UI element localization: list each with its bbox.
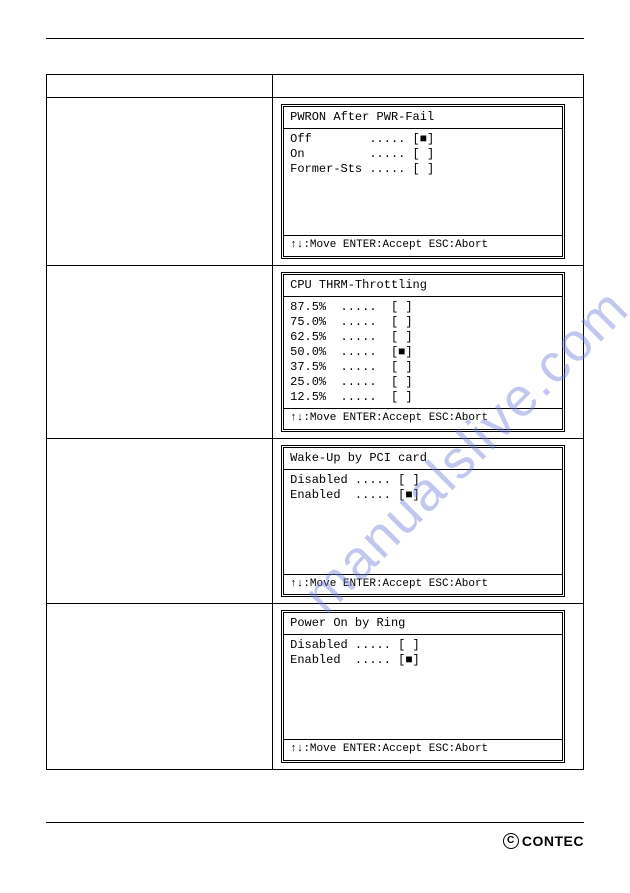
bios-panel-wake-pci: Wake-Up by PCI card Disabled ..... [ ] E… <box>281 445 565 598</box>
bios-footer-hint: ↑↓:Move ENTER:Accept ESC:Abort <box>284 739 562 760</box>
bios-options[interactable]: Disabled ..... [ ] Enabled ..... [■] <box>284 635 562 739</box>
table-header-row <box>47 75 584 98</box>
row-pwron-desc <box>47 98 273 266</box>
table-header-right <box>273 75 584 98</box>
row-pwron: PWRON After PWR-Fail Off ..... [■] On ..… <box>47 98 584 266</box>
row-thrm-panel-cell: CPU THRM-Throttling 87.5% ..... [ ] 75.0… <box>273 265 584 438</box>
row-thrm-desc <box>47 265 273 438</box>
row-ring-panel-cell: Power On by Ring Disabled ..... [ ] Enab… <box>273 604 584 770</box>
bios-title: PWRON After PWR-Fail <box>284 107 562 129</box>
bios-options[interactable]: 87.5% ..... [ ] 75.0% ..... [ ] 62.5% ..… <box>284 297 562 408</box>
row-thrm: CPU THRM-Throttling 87.5% ..... [ ] 75.0… <box>47 265 584 438</box>
rule-bottom <box>46 822 584 823</box>
footer-brand: C CONTEC <box>503 833 584 849</box>
options-table: PWRON After PWR-Fail Off ..... [■] On ..… <box>46 74 584 770</box>
bios-footer-hint: ↑↓:Move ENTER:Accept ESC:Abort <box>284 408 562 429</box>
copyright-icon: C <box>503 833 519 849</box>
row-wake-pci-panel-cell: Wake-Up by PCI card Disabled ..... [ ] E… <box>273 438 584 604</box>
page: PWRON After PWR-Fail Off ..... [■] On ..… <box>0 0 630 893</box>
bios-panel-thrm: CPU THRM-Throttling 87.5% ..... [ ] 75.0… <box>281 272 565 432</box>
bios-panel-pwron: PWRON After PWR-Fail Off ..... [■] On ..… <box>281 104 565 259</box>
bios-options[interactable]: Disabled ..... [ ] Enabled ..... [■] <box>284 470 562 574</box>
row-ring-desc <box>47 604 273 770</box>
bios-footer-hint: ↑↓:Move ENTER:Accept ESC:Abort <box>284 235 562 256</box>
row-wake-pci: Wake-Up by PCI card Disabled ..... [ ] E… <box>47 438 584 604</box>
bios-title: CPU THRM-Throttling <box>284 275 562 297</box>
table-header-left <box>47 75 273 98</box>
bios-title: Wake-Up by PCI card <box>284 448 562 470</box>
bios-footer-hint: ↑↓:Move ENTER:Accept ESC:Abort <box>284 574 562 595</box>
row-pwron-panel-cell: PWRON After PWR-Fail Off ..... [■] On ..… <box>273 98 584 266</box>
rule-top <box>46 38 584 39</box>
bios-title: Power On by Ring <box>284 613 562 635</box>
row-wake-pci-desc <box>47 438 273 604</box>
row-ring: Power On by Ring Disabled ..... [ ] Enab… <box>47 604 584 770</box>
bios-panel-ring: Power On by Ring Disabled ..... [ ] Enab… <box>281 610 565 763</box>
bios-options[interactable]: Off ..... [■] On ..... [ ] Former-Sts ..… <box>284 129 562 235</box>
brand-text: CONTEC <box>522 833 584 849</box>
